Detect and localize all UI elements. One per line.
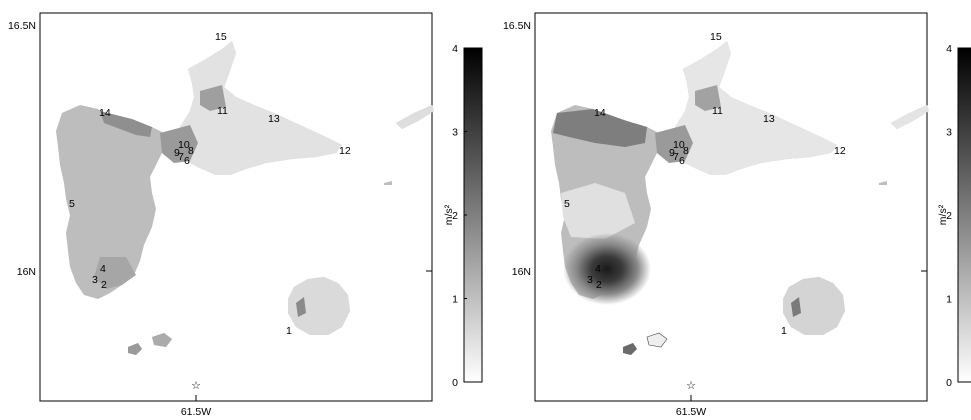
site-label: 13 bbox=[268, 113, 280, 125]
site-label: 2 bbox=[101, 279, 107, 291]
site-label: 3 bbox=[587, 274, 593, 286]
map-panel-1: 16.5N 16N 61.5W 1 2 3 4 5 6 7 8 9 10 11 … bbox=[8, 12, 434, 418]
site-label: 9 bbox=[669, 147, 675, 159]
colorbar-tick: 0 bbox=[946, 377, 952, 389]
lat-tick-top: 16.5N bbox=[503, 20, 531, 32]
lon-tick: 61.5W bbox=[676, 406, 706, 418]
colorbar-tick: 3 bbox=[946, 127, 952, 139]
star-icon: ☆ bbox=[686, 379, 696, 392]
colorbar-unit: m/s² bbox=[443, 204, 455, 225]
site-label: 8 bbox=[683, 145, 689, 157]
site-label: 11 bbox=[712, 105, 723, 117]
star-icon: ☆ bbox=[191, 379, 201, 392]
site-label: 5 bbox=[564, 198, 570, 210]
site-label: 8 bbox=[188, 145, 194, 157]
site-label: 2 bbox=[596, 279, 602, 291]
lat-tick-bottom: 16N bbox=[512, 266, 531, 278]
site-label: 1 bbox=[286, 325, 292, 337]
colorbar-tick: 4 bbox=[946, 43, 952, 55]
site-label: 1 bbox=[781, 325, 787, 337]
colorbar-tick: 2 bbox=[452, 210, 458, 222]
colorbar-gradient bbox=[957, 47, 971, 383]
site-label: 12 bbox=[339, 145, 351, 157]
site-label: 6 bbox=[184, 155, 190, 167]
site-label: 10 bbox=[178, 139, 190, 151]
site-labels: 1 2 3 4 5 6 7 8 9 10 11 12 13 14 15 bbox=[69, 31, 351, 337]
island-layer bbox=[56, 41, 434, 355]
island-layer bbox=[551, 41, 929, 355]
site-label: 7 bbox=[178, 151, 184, 163]
site-label: 13 bbox=[763, 113, 775, 125]
site-label: 10 bbox=[673, 139, 685, 151]
site-label: 7 bbox=[673, 151, 679, 163]
colorbar-unit: m/s² bbox=[937, 204, 949, 225]
lon-tick: 61.5W bbox=[181, 406, 211, 418]
site-label: 6 bbox=[679, 155, 685, 167]
colorbar-tick: 1 bbox=[452, 294, 458, 306]
lat-tick-bottom: 16N bbox=[17, 266, 36, 278]
map-frame bbox=[534, 12, 928, 402]
site-label: 12 bbox=[834, 145, 846, 157]
site-label: 15 bbox=[215, 31, 227, 43]
site-labels: 1 2 3 4 5 6 7 8 9 10 11 12 13 14 15 bbox=[564, 31, 846, 337]
lat-tick-top: 16.5N bbox=[8, 20, 36, 32]
site-label: 4 bbox=[100, 263, 106, 275]
colorbar-tick: 1 bbox=[946, 294, 952, 306]
site-label: 11 bbox=[217, 105, 228, 117]
site-label: 15 bbox=[710, 31, 722, 43]
colorbar-2: 0 1 2 3 4 m/s² bbox=[937, 43, 971, 389]
site-label: 9 bbox=[174, 147, 180, 159]
map-panel-2: 16.5N 16N 61.5W 1 2 3 4 5 6 7 8 9 10 11 … bbox=[503, 12, 929, 418]
site-label: 14 bbox=[594, 107, 606, 119]
site-label: 4 bbox=[595, 263, 601, 275]
colorbar-1: 0 1 2 3 4 m/s² bbox=[443, 43, 483, 389]
site-label: 5 bbox=[69, 198, 75, 210]
colorbar-tick: 3 bbox=[452, 127, 458, 139]
colorbar-tick: 0 bbox=[452, 377, 458, 389]
site-label: 3 bbox=[92, 274, 98, 286]
colorbar-tick: 2 bbox=[946, 210, 952, 222]
colorbar-tick: 4 bbox=[452, 43, 458, 55]
site-label: 14 bbox=[99, 107, 111, 119]
